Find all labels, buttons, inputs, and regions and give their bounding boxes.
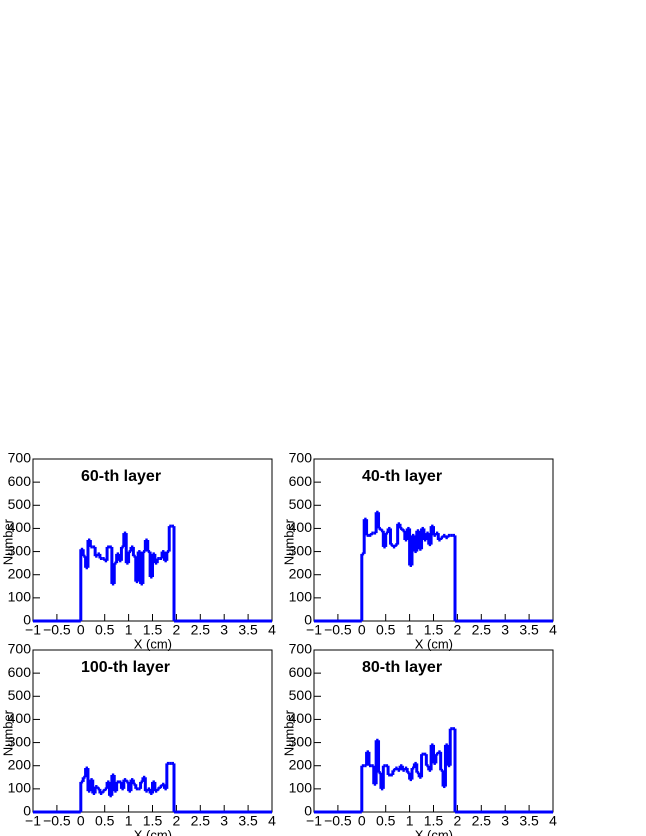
x-tick-label: 3 (501, 813, 509, 829)
x-tick-label: 4 (549, 622, 557, 638)
x-tick-label: 3 (220, 622, 228, 638)
y-tick-label: 0 (23, 803, 31, 819)
x-tick-label: 4 (268, 622, 276, 638)
y-tick-label: 200 (289, 565, 313, 581)
y-tick-label: 400 (289, 710, 313, 726)
panel-title: 80-th layer (362, 659, 442, 676)
y-tick-label: 600 (289, 473, 313, 489)
y-tick-label: 700 (8, 641, 32, 657)
y-tick-label: 600 (289, 664, 313, 680)
panel-title: 60-th layer (81, 468, 161, 485)
x-axis-title: X (cm) (134, 827, 172, 836)
y-tick-label: 700 (289, 450, 313, 466)
y-tick-label: 500 (8, 687, 32, 703)
y-tick-label: 100 (8, 589, 32, 605)
x-tick-label: 0 (77, 813, 85, 829)
y-tick-label: 300 (8, 542, 32, 558)
x-tick-label: 0 (358, 813, 366, 829)
x-axis-title: X (cm) (415, 827, 453, 836)
x-tick-label: −0.5 (43, 622, 71, 638)
x-tick-label: 3 (220, 813, 228, 829)
y-tick-label: 600 (8, 473, 32, 489)
y-tick-label: 500 (8, 496, 32, 512)
x-axis-title: X (cm) (415, 636, 453, 651)
x-tick-label: 2.5 (191, 622, 211, 638)
x-tick-label: 2 (454, 622, 462, 638)
x-tick-label: −1 (306, 622, 322, 638)
x-tick-label: 1 (125, 813, 133, 829)
x-tick-label: 2.5 (472, 622, 492, 638)
panel-title: 100-th layer (81, 659, 170, 676)
y-tick-label: 300 (289, 542, 313, 558)
y-tick-label: 200 (8, 756, 32, 772)
y-tick-label: 400 (289, 519, 313, 535)
y-tick-label: 700 (289, 641, 313, 657)
x-tick-label: 3.5 (519, 813, 539, 829)
y-tick-label: 500 (289, 496, 313, 512)
x-tick-label: 3.5 (238, 813, 258, 829)
y-tick-label: 0 (304, 803, 312, 819)
x-tick-label: 0 (358, 622, 366, 638)
x-tick-label: 3.5 (238, 622, 258, 638)
y-axis-title: Number (281, 709, 296, 756)
y-tick-label: 300 (289, 733, 313, 749)
x-tick-label: −1 (306, 813, 322, 829)
x-tick-label: 1 (406, 813, 414, 829)
y-tick-label: 0 (23, 612, 31, 628)
y-tick-label: 100 (8, 780, 32, 796)
x-tick-label: −0.5 (324, 813, 352, 829)
x-axis-title: X (cm) (134, 636, 172, 651)
y-tick-label: 0 (304, 612, 312, 628)
y-tick-label: 100 (289, 589, 313, 605)
y-axis-title: Number (0, 518, 15, 565)
y-tick-label: 300 (8, 733, 32, 749)
x-tick-label: 1.5 (424, 813, 444, 829)
x-tick-label: 2 (173, 813, 181, 829)
y-axis-title: Number (0, 709, 15, 756)
y-tick-label: 100 (289, 780, 313, 796)
x-tick-label: 3.5 (519, 622, 539, 638)
x-tick-label: 4 (268, 813, 276, 829)
x-tick-label: 0.5 (95, 622, 115, 638)
panel-title: 40-th layer (362, 468, 442, 485)
y-tick-label: 200 (8, 565, 32, 581)
panel: Number 0 100 200 300 400 500 600 700 −1 −0.5 0 0.5 1 1… (0, 450, 276, 652)
x-tick-label: −1 (25, 813, 41, 829)
x-tick-label: 2.5 (472, 813, 492, 829)
y-tick-label: 700 (8, 450, 32, 466)
x-tick-label: 0 (77, 622, 85, 638)
y-tick-label: 400 (8, 519, 32, 535)
x-tick-label: 4 (549, 813, 557, 829)
x-tick-label: 1 (125, 622, 133, 638)
x-tick-label: 2 (454, 813, 462, 829)
x-tick-label: 2.5 (191, 813, 211, 829)
x-tick-label: −0.5 (43, 813, 71, 829)
x-tick-label: 0.5 (376, 622, 396, 638)
x-tick-label: 2 (173, 622, 181, 638)
x-tick-label: 1.5 (143, 622, 163, 638)
panel: Number 0 100 200 300 400 500 600 700 −1 −0.5 0 0.5 1 1… (281, 641, 557, 836)
x-tick-label: 0.5 (95, 813, 115, 829)
x-tick-label: 1 (406, 622, 414, 638)
y-tick-label: 200 (289, 756, 313, 772)
y-axis-title: Number (281, 518, 296, 565)
x-tick-label: 1.5 (424, 622, 444, 638)
x-tick-label: −1 (25, 622, 41, 638)
x-tick-label: 3 (501, 622, 509, 638)
y-tick-label: 500 (289, 687, 313, 703)
y-tick-label: 400 (8, 710, 32, 726)
panel: Number 0 100 200 300 400 500 600 700 −1 −0.5 0 0.5 1 1… (281, 450, 557, 652)
x-tick-label: 0.5 (376, 813, 396, 829)
x-tick-label: −0.5 (324, 622, 352, 638)
x-tick-label: 1.5 (143, 813, 163, 829)
y-tick-label: 600 (8, 664, 32, 680)
